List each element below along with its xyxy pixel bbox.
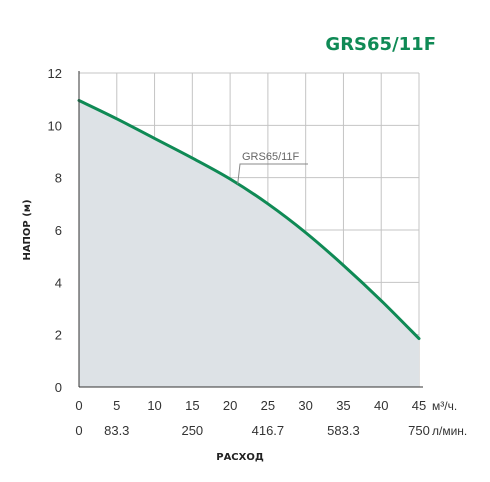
y-tick-label: 2 [55,328,62,343]
y-tick-label: 10 [48,118,62,133]
series-label-leader [237,163,308,185]
series-label: GRS65/11F [242,151,300,163]
x-tick-label: 35 [336,398,350,413]
y-tick-label: 4 [55,275,62,290]
x2-tick-label: 583.3 [327,423,360,438]
x-tick-label: 40 [374,398,388,413]
x2-tick-label: 750 [408,423,430,438]
x-tick-label: 20 [223,398,237,413]
x-axis-unit: м³/ч. [432,399,457,413]
chart-title: GRS65/11F [325,34,436,55]
y-tick-label: 0 [55,380,62,395]
x-axis-label: РАСХОД [216,452,264,463]
series-line [77,98,421,341]
x2-tick-label: 0 [75,423,82,438]
x2-axis-unit: л/мин. [432,424,467,438]
y-tick-label: 12 [48,66,62,81]
y-tick-label: 6 [55,223,62,238]
x-tick-label: 45 [412,398,426,413]
x2-tick-label: 83.3 [104,423,129,438]
series-area-fill [79,100,419,387]
x-tick-label: 15 [185,398,199,413]
x-tick-label: 5 [113,398,120,413]
axes [78,71,423,388]
tick-labels: 0 2 4 6 8 10 12 0 5 10 15 20 25 30 35 40 45 0 83.3 250 416.7… [48,66,430,438]
x2-tick-label: 416.7 [252,423,285,438]
x-tick-label: 30 [298,398,312,413]
y-tick-label: 8 [55,171,62,186]
y-axis-label: НАПОР (м) [22,199,33,260]
x-tick-label: 10 [147,398,161,413]
x2-tick-label: 250 [181,423,203,438]
x-tick-label: 0 [75,398,82,413]
x-tick-label: 25 [261,398,275,413]
